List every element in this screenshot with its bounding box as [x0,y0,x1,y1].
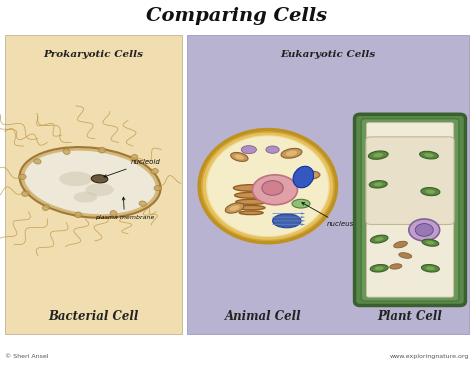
Ellipse shape [63,149,70,154]
Ellipse shape [305,173,316,177]
FancyBboxPatch shape [366,137,454,224]
Ellipse shape [262,181,283,195]
Ellipse shape [75,212,82,218]
Ellipse shape [233,185,269,191]
Ellipse shape [390,264,402,269]
Ellipse shape [239,211,263,215]
Ellipse shape [225,203,244,213]
Ellipse shape [73,192,97,203]
Text: Animal Cell: Animal Cell [225,310,301,323]
Text: Eukaryotic Cells: Eukaryotic Cells [281,50,376,59]
Ellipse shape [368,151,388,159]
Text: Bacterial Cell: Bacterial Cell [48,310,139,323]
Ellipse shape [139,201,146,206]
Ellipse shape [199,130,337,243]
FancyArrow shape [273,212,305,215]
Ellipse shape [236,199,266,204]
Ellipse shape [419,151,438,159]
Ellipse shape [292,199,310,208]
Ellipse shape [151,169,158,174]
Ellipse shape [370,265,388,272]
Ellipse shape [59,172,92,186]
Ellipse shape [237,205,265,210]
FancyArrow shape [273,223,305,226]
Ellipse shape [34,159,41,164]
Ellipse shape [374,153,383,157]
Ellipse shape [252,175,297,205]
Ellipse shape [374,182,383,186]
Text: nucleus: nucleus [302,203,354,227]
Ellipse shape [131,154,137,160]
Ellipse shape [91,175,108,183]
Ellipse shape [85,184,114,196]
Text: www.exploringnature.org: www.exploringnature.org [390,354,469,360]
Ellipse shape [110,211,117,216]
Ellipse shape [370,235,388,243]
Text: nucleoid: nucleoid [104,160,160,177]
Ellipse shape [22,191,29,196]
Text: Comparing Cells: Comparing Cells [146,7,328,26]
Ellipse shape [301,171,320,179]
Ellipse shape [421,188,440,196]
Ellipse shape [375,237,383,241]
Ellipse shape [202,132,334,241]
Ellipse shape [235,192,268,198]
Ellipse shape [394,241,407,248]
Ellipse shape [375,266,383,270]
Text: plasma membrane: plasma membrane [95,197,154,220]
Ellipse shape [266,146,279,153]
Ellipse shape [273,214,301,228]
Ellipse shape [421,265,439,272]
Ellipse shape [424,153,434,157]
Ellipse shape [241,146,256,154]
Ellipse shape [426,189,435,194]
Ellipse shape [369,181,387,188]
Ellipse shape [229,205,240,211]
Text: © Sheri Ansel: © Sheri Ansel [5,354,48,360]
FancyBboxPatch shape [361,119,459,301]
Ellipse shape [206,135,330,237]
Ellipse shape [18,174,26,179]
FancyArrow shape [273,220,305,222]
Ellipse shape [24,151,156,214]
Ellipse shape [286,151,297,156]
FancyBboxPatch shape [366,123,454,297]
Ellipse shape [235,154,244,160]
Ellipse shape [207,137,328,236]
Ellipse shape [154,186,162,191]
FancyArrow shape [273,216,305,218]
Ellipse shape [426,241,435,245]
Ellipse shape [399,253,412,258]
Ellipse shape [281,149,302,158]
Ellipse shape [409,219,439,241]
Ellipse shape [43,205,49,211]
Ellipse shape [422,239,439,246]
Ellipse shape [293,166,314,188]
FancyBboxPatch shape [355,114,465,306]
Ellipse shape [415,223,433,237]
Ellipse shape [19,147,161,218]
Text: Prokaryotic Cells: Prokaryotic Cells [44,50,144,59]
Ellipse shape [426,266,435,270]
Ellipse shape [231,153,248,161]
Ellipse shape [99,147,105,153]
FancyBboxPatch shape [5,35,182,334]
Text: Plant Cell: Plant Cell [378,310,442,323]
FancyBboxPatch shape [187,35,469,334]
